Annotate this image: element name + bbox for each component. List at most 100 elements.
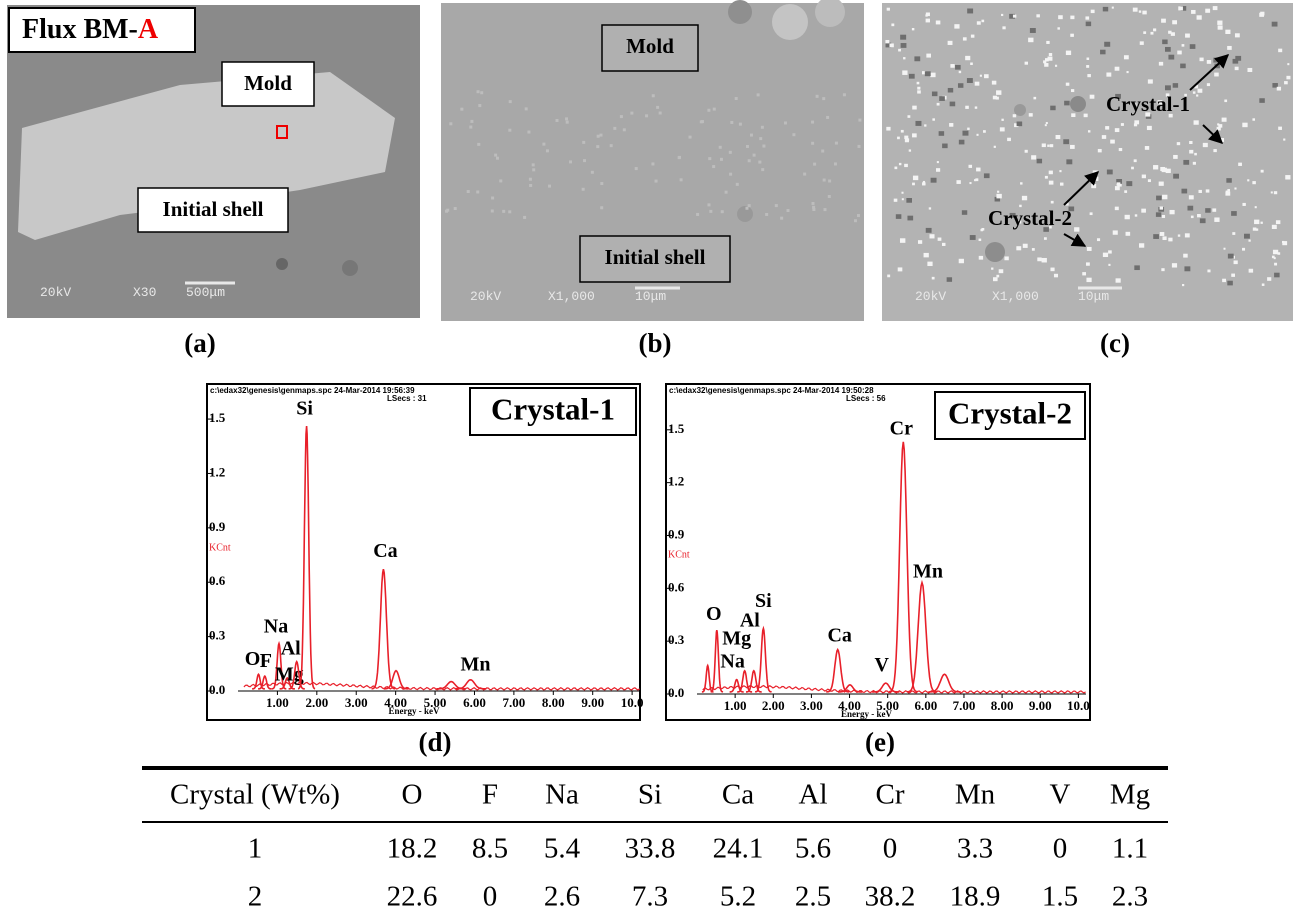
speck bbox=[1160, 232, 1165, 236]
speck bbox=[701, 120, 704, 123]
speck bbox=[956, 180, 960, 184]
x-tick-label: 7.00 bbox=[503, 695, 526, 710]
speck bbox=[1252, 118, 1255, 120]
scale-length: 10μm bbox=[1078, 289, 1109, 304]
table-cell: 5.6 bbox=[795, 833, 831, 865]
speck bbox=[1242, 123, 1247, 127]
speck bbox=[446, 209, 449, 212]
speck bbox=[912, 28, 914, 30]
speck bbox=[913, 176, 918, 181]
table-cell: 2.5 bbox=[795, 881, 831, 913]
speck bbox=[1102, 135, 1106, 139]
speck bbox=[1218, 25, 1223, 29]
speck bbox=[1147, 126, 1152, 130]
speck bbox=[548, 185, 551, 188]
speck bbox=[891, 24, 894, 27]
speck bbox=[1045, 176, 1048, 179]
x-tick-label: 8.00 bbox=[991, 698, 1014, 713]
particle bbox=[342, 260, 358, 276]
speck bbox=[1070, 16, 1074, 20]
speck bbox=[709, 210, 712, 213]
speck bbox=[765, 213, 768, 216]
speck bbox=[1205, 9, 1210, 13]
speck bbox=[1064, 101, 1069, 106]
speck bbox=[1046, 122, 1048, 124]
particle bbox=[772, 4, 808, 40]
speck bbox=[1113, 230, 1118, 234]
speck bbox=[712, 165, 715, 168]
speck bbox=[922, 182, 926, 185]
speck bbox=[1162, 195, 1167, 200]
speck bbox=[1032, 248, 1035, 251]
speck bbox=[1112, 7, 1114, 9]
speck bbox=[1235, 67, 1239, 70]
speck bbox=[1231, 274, 1235, 277]
speck bbox=[1054, 274, 1058, 278]
speck bbox=[784, 121, 787, 124]
speck bbox=[1156, 212, 1161, 217]
speck bbox=[932, 277, 935, 280]
speck bbox=[1100, 50, 1105, 55]
speck bbox=[1222, 279, 1226, 282]
figure: Flux BM-A Mold Initial shell 20kV X30 50… bbox=[0, 0, 1300, 921]
speck bbox=[909, 149, 911, 151]
speck bbox=[979, 239, 982, 241]
speck bbox=[1150, 32, 1153, 35]
speck bbox=[1259, 98, 1264, 103]
peak-label: O bbox=[245, 648, 261, 670]
speck bbox=[1227, 46, 1232, 50]
y-tick-label: 1.5 bbox=[209, 410, 226, 425]
table-cell: 0 bbox=[483, 881, 498, 913]
speck bbox=[635, 167, 638, 170]
spectra: c:\edax32\genesis\genmaps.spc 24-Mar-201… bbox=[207, 384, 1090, 757]
particle bbox=[1014, 104, 1026, 116]
table-cell: 1.1 bbox=[1112, 833, 1148, 865]
speck bbox=[745, 207, 748, 210]
speck bbox=[975, 82, 980, 86]
caption: (c) bbox=[1100, 328, 1130, 358]
speck bbox=[1071, 113, 1075, 117]
speck bbox=[689, 136, 692, 139]
speck bbox=[1274, 273, 1280, 278]
speck bbox=[1033, 97, 1036, 99]
speck bbox=[811, 142, 814, 145]
speck bbox=[1217, 127, 1221, 131]
speck bbox=[1087, 74, 1091, 77]
peak-label: Na bbox=[264, 615, 288, 637]
speck bbox=[1105, 126, 1109, 130]
speck bbox=[971, 35, 975, 38]
speck bbox=[1196, 94, 1198, 96]
speck bbox=[1117, 182, 1121, 185]
speck bbox=[1185, 233, 1190, 237]
speck bbox=[659, 112, 662, 115]
x-tick-label: 9.00 bbox=[581, 695, 604, 710]
speck bbox=[1121, 123, 1124, 126]
speck bbox=[1023, 244, 1028, 248]
speck bbox=[1278, 127, 1282, 130]
speck bbox=[991, 268, 993, 270]
speck bbox=[912, 133, 917, 137]
speck bbox=[1162, 236, 1166, 240]
x-tick-label: 6.00 bbox=[914, 698, 937, 713]
speck bbox=[707, 109, 710, 112]
speck bbox=[600, 182, 603, 185]
speck bbox=[651, 162, 654, 165]
speck bbox=[858, 119, 861, 122]
speck bbox=[1029, 113, 1033, 116]
chart-title: Crystal-2 bbox=[948, 396, 1072, 431]
speck bbox=[1178, 6, 1183, 10]
table-header: Crystal (Wt%) bbox=[170, 779, 340, 811]
table-cell: 38.2 bbox=[865, 881, 916, 913]
speck bbox=[996, 90, 1001, 95]
speck bbox=[655, 180, 658, 183]
speck bbox=[1160, 206, 1164, 209]
speck bbox=[828, 195, 831, 198]
speck bbox=[901, 130, 904, 133]
speck bbox=[857, 145, 860, 148]
speck bbox=[896, 214, 902, 219]
speck bbox=[1193, 162, 1196, 165]
speck bbox=[792, 133, 795, 136]
title-highlight: A bbox=[138, 14, 159, 45]
speck bbox=[924, 124, 926, 126]
caption: (b) bbox=[639, 328, 672, 358]
